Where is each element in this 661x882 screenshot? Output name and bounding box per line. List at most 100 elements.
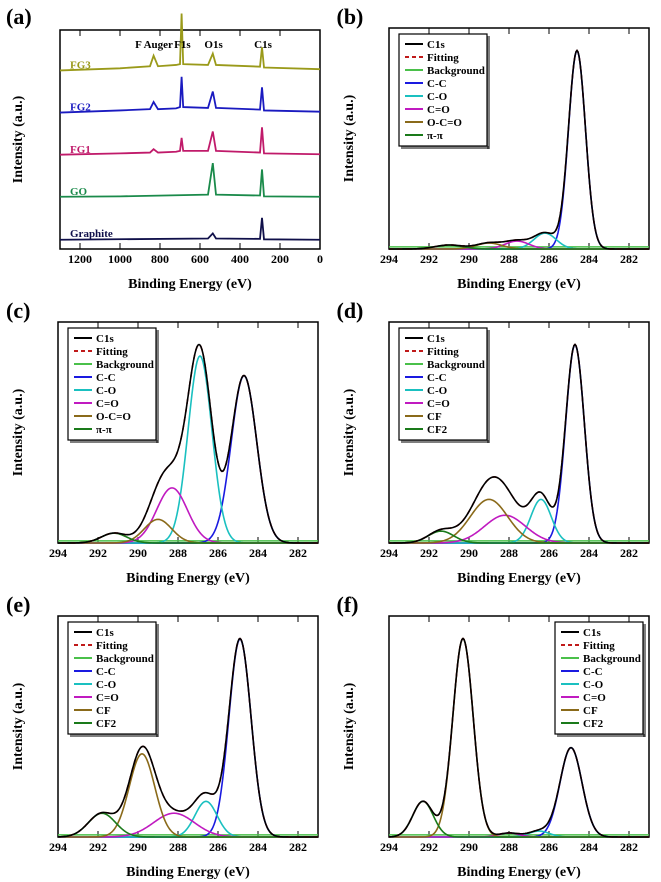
svg-text:282: 282: [289, 840, 307, 854]
svg-text:294: 294: [380, 252, 398, 266]
svg-text:294: 294: [49, 840, 67, 854]
svg-text:Background: Background: [583, 653, 641, 665]
svg-text:C=O: C=O: [583, 692, 606, 704]
svg-text:Background: Background: [96, 359, 154, 371]
panel-a: (a) 020040060080010001200Binding Energy …: [0, 0, 331, 294]
svg-text:284: 284: [580, 252, 598, 266]
svg-text:292: 292: [89, 546, 107, 560]
svg-text:C-C: C-C: [427, 372, 447, 384]
svg-text:FG3: FG3: [70, 60, 91, 72]
panel-f-chart: 282284286288290292294Binding Energy (eV)…: [331, 588, 661, 882]
svg-text:C-O: C-O: [96, 679, 117, 691]
svg-text:282: 282: [620, 546, 638, 560]
svg-text:Binding Energy (eV): Binding Energy (eV): [457, 571, 581, 586]
svg-text:C1s: C1s: [583, 627, 601, 639]
svg-text:GO: GO: [70, 186, 88, 198]
svg-text:C-O: C-O: [583, 679, 604, 691]
svg-text:292: 292: [420, 546, 438, 560]
svg-text:F Auger: F Auger: [135, 39, 173, 51]
svg-text:1000: 1000: [108, 252, 132, 266]
svg-text:290: 290: [460, 546, 478, 560]
svg-text:F1s: F1s: [174, 39, 191, 51]
panel-c-label: (c): [6, 298, 30, 324]
svg-text:0: 0: [317, 252, 323, 266]
svg-text:C-O: C-O: [427, 385, 448, 397]
svg-text:290: 290: [129, 546, 147, 560]
svg-text:C=O: C=O: [96, 398, 119, 410]
panel-f: (f) 282284286288290292294Binding Energy …: [331, 588, 661, 882]
svg-text:Background: Background: [96, 653, 154, 665]
svg-text:C-C: C-C: [427, 78, 447, 90]
svg-text:284: 284: [249, 840, 267, 854]
svg-text:292: 292: [420, 840, 438, 854]
svg-text:Intensity (a.u.): Intensity (a.u.): [342, 682, 357, 770]
svg-text:286: 286: [540, 252, 558, 266]
svg-text:292: 292: [89, 840, 107, 854]
svg-text:284: 284: [580, 546, 598, 560]
svg-text:282: 282: [620, 840, 638, 854]
svg-text:286: 286: [540, 546, 558, 560]
svg-text:Intensity (a.u.): Intensity (a.u.): [342, 388, 357, 476]
svg-text:Fitting: Fitting: [96, 346, 128, 358]
svg-text:CF: CF: [583, 705, 598, 717]
svg-text:200: 200: [271, 252, 289, 266]
svg-text:282: 282: [289, 546, 307, 560]
svg-text:Intensity (a.u.): Intensity (a.u.): [11, 95, 26, 183]
svg-text:290: 290: [460, 252, 478, 266]
svg-text:C1s: C1s: [96, 333, 114, 345]
svg-text:O-C=O: O-C=O: [427, 117, 462, 129]
panel-e-label: (e): [6, 592, 30, 618]
svg-text:C1s: C1s: [427, 333, 445, 345]
svg-text:284: 284: [249, 546, 267, 560]
svg-text:Intensity (a.u.): Intensity (a.u.): [11, 682, 26, 770]
panel-c-chart: 282 284 286 288 290 292 294 Binding Energy (eV)…: [0, 294, 330, 588]
svg-text:CF: CF: [427, 411, 442, 423]
svg-text:C1s: C1s: [427, 39, 445, 51]
svg-text:290: 290: [129, 840, 147, 854]
svg-text:Binding Energy (eV): Binding Energy (eV): [457, 277, 581, 292]
svg-text:Background: Background: [427, 359, 485, 371]
svg-text:FG2: FG2: [70, 102, 91, 114]
panel-f-label: (f): [337, 592, 359, 618]
svg-text:288: 288: [169, 546, 187, 560]
svg-text:Fitting: Fitting: [583, 640, 615, 652]
svg-text:294: 294: [380, 546, 398, 560]
svg-text:Fitting: Fitting: [427, 346, 459, 358]
svg-text:290: 290: [460, 840, 478, 854]
svg-text:286: 286: [209, 546, 227, 560]
svg-text:Background: Background: [427, 65, 485, 77]
svg-text:O-C=O: O-C=O: [96, 411, 131, 423]
figure-grid: (a) 020040060080010001200Binding Energy …: [0, 0, 661, 882]
panel-e: (e) 282284286288290292294Binding Energy …: [0, 588, 331, 882]
svg-text:288: 288: [500, 840, 518, 854]
panel-a-label: (a): [6, 4, 32, 30]
svg-text:286: 286: [540, 840, 558, 854]
svg-text:π-π: π-π: [96, 424, 112, 436]
panel-b-chart: 282 284 286 288 290 292 294 Binding Energy (eV)…: [331, 0, 661, 294]
svg-text:400: 400: [231, 252, 249, 266]
svg-text:π-π: π-π: [427, 130, 443, 142]
svg-text:CF: CF: [96, 705, 111, 717]
svg-text:CF2: CF2: [427, 424, 448, 436]
svg-text:286: 286: [209, 840, 227, 854]
svg-text:CF2: CF2: [583, 718, 604, 730]
panel-d-chart: 282 284 286 288 290 292 294 Binding Energy (eV)…: [331, 294, 661, 588]
svg-text:282: 282: [620, 252, 638, 266]
svg-text:C-O: C-O: [427, 91, 448, 103]
svg-text:288: 288: [500, 252, 518, 266]
svg-text:C-C: C-C: [96, 372, 116, 384]
svg-text:288: 288: [169, 840, 187, 854]
svg-text:294: 294: [49, 546, 67, 560]
svg-text:Fitting: Fitting: [427, 52, 459, 64]
svg-text:Binding Energy (eV): Binding Energy (eV): [126, 571, 250, 586]
svg-text:CF2: CF2: [96, 718, 117, 730]
panel-e-chart: 282284286288290292294Binding Energy (eV)…: [0, 588, 330, 882]
panel-d-label: (d): [337, 298, 364, 324]
svg-text:Intensity (a.u.): Intensity (a.u.): [342, 94, 357, 182]
svg-text:C-C: C-C: [96, 666, 116, 678]
svg-text:288: 288: [500, 546, 518, 560]
svg-text:C-C: C-C: [583, 666, 603, 678]
svg-text:292: 292: [420, 252, 438, 266]
svg-text:600: 600: [191, 252, 209, 266]
svg-text:284: 284: [580, 840, 598, 854]
